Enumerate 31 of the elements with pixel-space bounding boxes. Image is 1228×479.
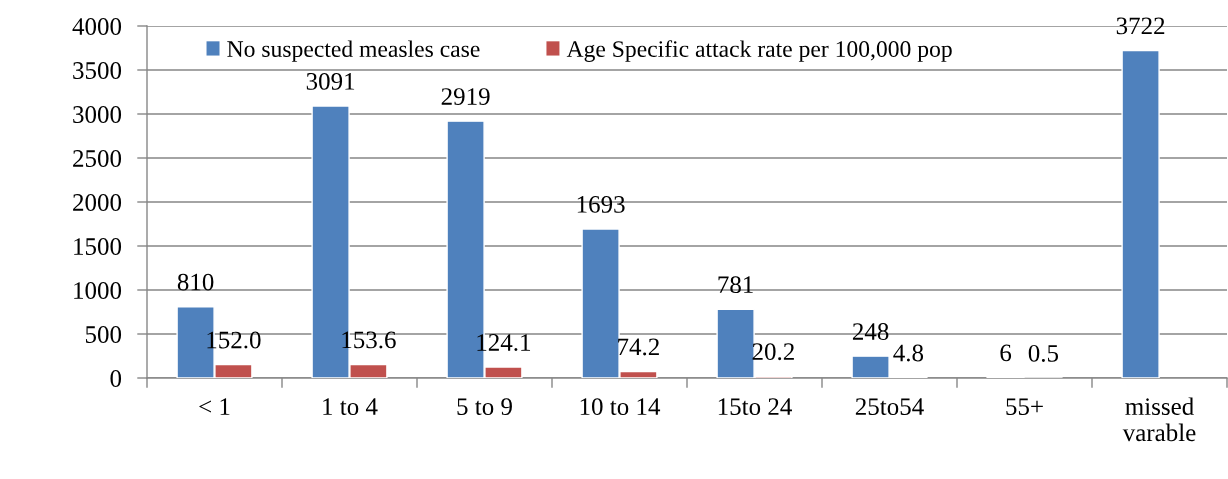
x-tick-label: < 1	[199, 398, 230, 415]
x-tick-label: missed varable	[1122, 397, 1196, 442]
y-tick-label: 2000	[73, 194, 122, 211]
data-label: 248	[852, 323, 889, 340]
bar	[1121, 49, 1160, 378]
x-tick-label: 15to 24	[718, 398, 792, 416]
data-label: 2919	[441, 88, 490, 105]
y-tick-label: 1500	[74, 238, 122, 255]
y-tick-label: 0	[110, 370, 122, 387]
x-tick-label: 10 to 14	[580, 398, 661, 416]
y-tick-label: 3500	[73, 62, 122, 79]
legend-label: No suspected measles case	[227, 40, 480, 62]
y-tick-label: 500	[85, 326, 122, 343]
y-tick-label: 1000	[74, 282, 122, 299]
x-tick-label: 5 to 9	[457, 398, 512, 416]
data-label: 4.8	[893, 344, 924, 362]
y-tick-label: 2500	[73, 150, 122, 167]
data-label: 74.2	[618, 338, 659, 356]
legend-label: Age Specific attack rate per 100,000 pop	[566, 40, 952, 62]
data-label: 810	[177, 273, 214, 291]
data-label: 781	[718, 276, 753, 294]
data-label: 3722	[1116, 17, 1165, 35]
data-label: 6	[1000, 344, 1012, 362]
y-tick-label: 3000	[73, 106, 122, 123]
data-label: 1693	[577, 196, 625, 213]
x-tick-label: 55+	[1006, 398, 1043, 416]
y-tick-label: 4000	[72, 18, 122, 35]
x-tick-label: 25to54	[855, 398, 924, 416]
data-label: 3091	[306, 72, 355, 90]
x-tick-label: 1 to 4	[323, 398, 378, 416]
data-label: 0.5	[1028, 344, 1059, 362]
